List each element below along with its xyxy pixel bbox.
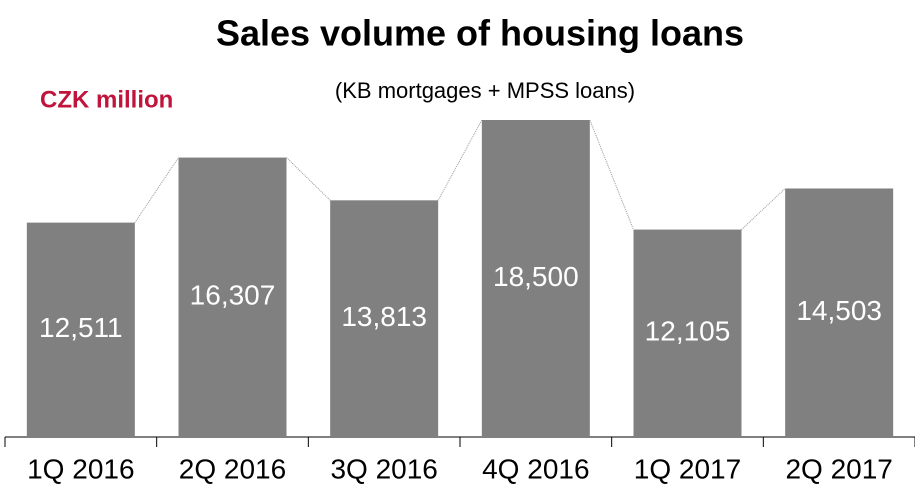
bar (178, 157, 287, 438)
connector-line (589, 119, 634, 230)
x-tick-label: 1Q 2016 (27, 453, 134, 484)
value-label: 14,503 (796, 295, 882, 326)
x-tick-label: 2Q 2016 (179, 453, 286, 484)
value-label: 13,813 (341, 301, 427, 332)
bar (481, 120, 590, 437)
bar (785, 188, 894, 437)
connector-line (741, 188, 786, 230)
x-tick-label: 1Q 2017 (634, 453, 741, 484)
connector-line (286, 157, 331, 201)
x-tick-label: 2Q 2017 (785, 453, 892, 484)
unit-label: CZK million (40, 86, 173, 113)
value-label: 16,307 (190, 280, 276, 311)
connector-line (437, 119, 483, 201)
x-tick-label: 3Q 2016 (330, 453, 437, 484)
value-label: 12,105 (645, 316, 731, 347)
x-tick-label: 4Q 2016 (482, 453, 589, 484)
value-label: 12,511 (39, 312, 123, 343)
chart-title: Sales volume of housing loans (216, 13, 744, 54)
bar (26, 222, 135, 437)
value-label: 18,500 (493, 261, 579, 292)
bar (633, 229, 742, 437)
chart-subtitle: (KB mortgages + MPSS loans) (335, 78, 635, 103)
bar (330, 200, 439, 437)
connector-line (134, 157, 179, 223)
